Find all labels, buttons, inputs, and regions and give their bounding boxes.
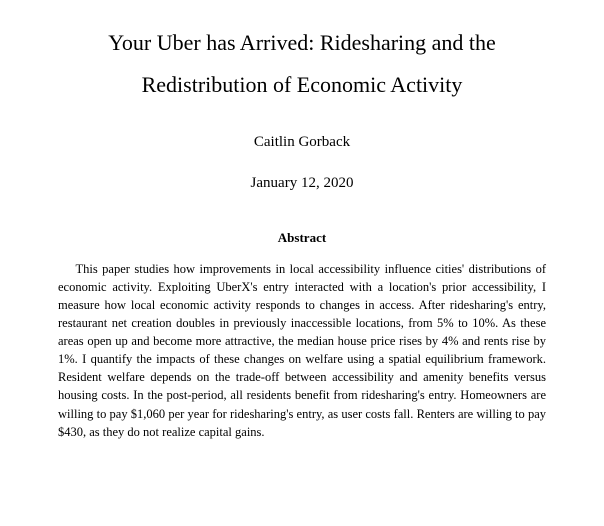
- paper-title: Your Uber has Arrived: Ridesharing and t…: [44, 22, 560, 106]
- abstract-body: This paper studies how improvements in l…: [44, 260, 560, 441]
- paper-page: Your Uber has Arrived: Ridesharing and t…: [0, 0, 604, 461]
- abstract-heading: Abstract: [44, 230, 560, 246]
- paper-author: Caitlin Gorback: [44, 134, 560, 151]
- title-line-2: Redistribution of Economic Activity: [142, 72, 463, 97]
- paper-date: January 12, 2020: [44, 175, 560, 192]
- title-line-1: Your Uber has Arrived: Ridesharing and t…: [108, 30, 496, 55]
